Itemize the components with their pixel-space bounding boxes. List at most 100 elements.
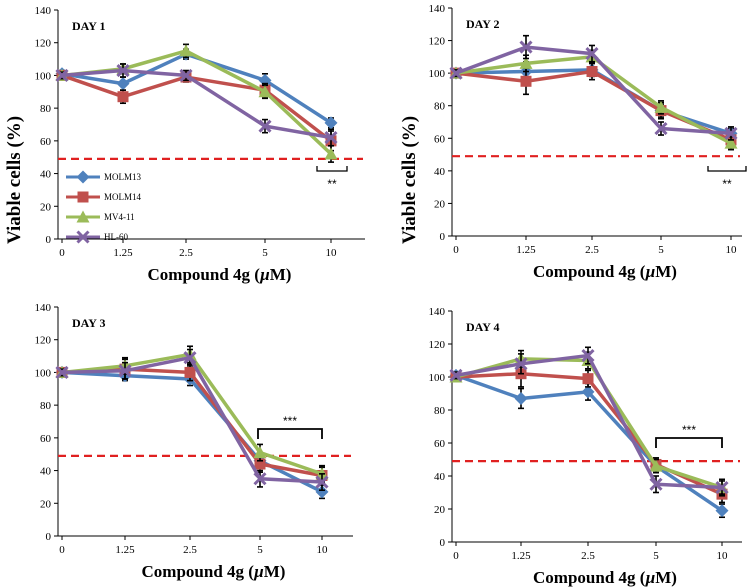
y-tick-label: 60 — [40, 433, 52, 445]
data-point-marker — [519, 56, 533, 69]
series-mv4-11 — [55, 43, 338, 163]
legend-marker — [77, 191, 89, 203]
x-tick-label: 0 — [453, 550, 459, 562]
x-tick-label: 0 — [453, 244, 459, 256]
y-tick-label: 40 — [40, 169, 52, 181]
panel-day-4: 0 20 40 60 80 100 120 140 0 1.25 2.5 5 10 Compound 4g… — [429, 306, 742, 587]
data-point-marker — [116, 77, 130, 91]
y-tick-label: 80 — [434, 101, 446, 113]
x-tick-label: 2.5 — [581, 550, 595, 562]
x-tick-label: 10 — [326, 247, 338, 259]
y-tick-label: 0 — [440, 231, 446, 243]
data-point-marker — [520, 75, 532, 87]
x-tick-label: 5 — [257, 544, 263, 556]
y-axis-label-bottom: Viable cells (%) — [399, 116, 420, 244]
series-hl-60 — [55, 348, 329, 492]
panel-title: DAY 1 — [72, 19, 105, 33]
significance-bracket: *** — [257, 414, 323, 439]
y-tick-label: 120 — [429, 36, 446, 48]
data-point-marker — [116, 63, 130, 78]
y-tick-label: 100 — [429, 68, 446, 80]
y-tick-label: 40 — [434, 471, 446, 483]
x-axis-label: Compound 4g (µM) — [533, 568, 677, 587]
y-tick-label: 0 — [46, 234, 52, 246]
y-tick-label: 60 — [434, 438, 446, 450]
legend-marker — [76, 170, 90, 184]
significance-label: ** — [722, 177, 732, 191]
legend: MOLM13 MOLM14 MV4-11 HL-60 — [66, 170, 142, 244]
data-point-marker — [258, 119, 272, 133]
legend-label: MOLM13 — [104, 172, 142, 182]
data-point-marker — [55, 365, 69, 379]
data-point-marker — [586, 66, 598, 78]
legend-label: MOLM14 — [104, 192, 142, 202]
x-tick-label: 5 — [262, 247, 268, 259]
legend-item-molm13: MOLM13 — [66, 170, 142, 184]
y-tick-label: 20 — [40, 498, 52, 510]
data-point-marker — [315, 485, 329, 499]
y-tick-label: 60 — [434, 133, 446, 145]
y-tick-label: 120 — [35, 335, 52, 347]
data-point-marker — [649, 477, 663, 491]
y-axis-label-top: Viable cells (%) — [4, 116, 25, 244]
x-tick-label: 0 — [59, 544, 65, 556]
y-tick-label: 0 — [440, 537, 446, 549]
series-line — [61, 49, 333, 156]
y-tick-label: 140 — [35, 302, 52, 314]
data-point-marker — [324, 147, 338, 160]
legend-item-mv4-11: MV4-11 — [66, 210, 135, 223]
bracket-line — [257, 428, 323, 439]
y-tick-label: 100 — [35, 70, 52, 82]
significance-bracket: *** — [655, 423, 723, 448]
significance-label: *** — [682, 423, 696, 437]
data-point-marker — [324, 116, 338, 130]
x-tick-label: 10 — [726, 244, 738, 256]
x-tick-label: 10 — [317, 544, 329, 556]
data-point-marker — [253, 472, 267, 486]
legend-marker — [76, 210, 90, 223]
y-tick-label: 40 — [40, 466, 52, 478]
data-point-marker — [117, 91, 129, 103]
bracket-line — [707, 166, 747, 172]
data-point-marker — [514, 357, 528, 371]
data-point-marker — [582, 373, 594, 385]
x-tick-label: 5 — [658, 244, 664, 256]
y-tick-label: 80 — [434, 405, 446, 417]
x-tick-label: 2.5 — [179, 247, 193, 259]
x-tick-label: 0 — [59, 247, 65, 259]
y-tick-label: 140 — [429, 306, 446, 318]
data-point-marker — [179, 68, 193, 82]
data-point-marker — [654, 100, 668, 113]
y-tick-label: 60 — [40, 136, 52, 148]
x-axis-label: Compound 4g (µM) — [533, 262, 677, 281]
x-tick-label: 2.5 — [585, 244, 599, 256]
data-point-marker — [715, 504, 729, 518]
y-tick-label: 0 — [46, 531, 52, 543]
series-hl-60 — [449, 34, 738, 141]
series-hl-60 — [55, 63, 338, 147]
legend-item-hl-60: HL-60 — [66, 230, 128, 244]
y-tick-label: 120 — [429, 339, 446, 351]
legend-label: MV4-11 — [104, 212, 135, 222]
panel-day-2: 0 20 40 60 80 100 120 140 0 1.25 2.5 5 10 Compound 4g… — [429, 3, 747, 281]
y-tick-label: 120 — [35, 38, 52, 50]
data-point-marker — [654, 121, 668, 136]
panel-day-3: 0 20 40 60 80 100 120 140 0 1.25 2.5 5 10 Compound 4g… — [35, 302, 353, 581]
data-point-marker — [76, 170, 90, 184]
y-tick-label: 80 — [40, 400, 52, 412]
series-molm14 — [450, 62, 737, 149]
panel-title: DAY 4 — [466, 320, 499, 334]
data-point-marker — [55, 68, 69, 82]
x-axis-label: Compound 4g (µM) — [148, 265, 292, 284]
significance-bracket: ** — [316, 166, 348, 191]
data-point-marker — [519, 40, 533, 54]
data-point-marker — [184, 366, 196, 378]
legend-marker — [76, 230, 90, 244]
bracket-line — [316, 166, 348, 172]
y-tick-label: 80 — [40, 103, 52, 115]
data-point-marker — [449, 66, 463, 80]
x-tick-label: 5 — [653, 550, 659, 562]
x-axis-label: Compound 4g (µM) — [142, 562, 286, 581]
data-point-marker — [183, 351, 197, 365]
